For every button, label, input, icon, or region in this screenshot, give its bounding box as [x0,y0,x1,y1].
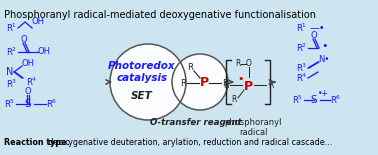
Text: R$^6$: R$^6$ [46,98,57,110]
Text: R$^4$: R$^4$ [296,72,307,84]
Text: deoxygenative deuteration, arylation, reduction and radical cascade...: deoxygenative deuteration, arylation, re… [46,138,332,147]
Text: P: P [243,80,253,93]
Text: R$^6$: R$^6$ [330,94,341,106]
Text: Reaction type:: Reaction type: [4,138,70,147]
Text: R$^2$: R$^2$ [296,42,307,54]
Text: OH: OH [22,60,35,69]
Text: R$^1$: R$^1$ [296,22,307,34]
Text: S: S [25,99,31,109]
Text: phosphoranyl
radical: phosphoranyl radical [224,118,282,137]
Text: S: S [311,95,317,105]
Text: R: R [235,60,241,69]
Text: N•: N• [318,55,329,64]
Text: Photoredox
catalysis: Photoredox catalysis [108,61,176,83]
Text: OH: OH [38,47,51,57]
Text: R$^3$: R$^3$ [6,78,17,90]
Text: R: R [180,78,186,88]
Text: O: O [311,31,317,40]
Text: R: R [268,80,273,89]
Text: R: R [187,64,193,73]
Text: R$^4$: R$^4$ [26,76,37,88]
Text: O: O [21,35,27,44]
Text: •+: •+ [318,89,329,98]
Text: O: O [25,86,31,95]
Text: •: • [238,74,244,84]
Circle shape [110,44,186,120]
Text: O: O [246,60,252,69]
Text: R: R [231,95,237,104]
Circle shape [172,54,228,110]
Text: R$^3$: R$^3$ [296,62,307,74]
Text: P: P [200,75,209,89]
Text: •: • [321,41,327,51]
Text: R$^5$: R$^5$ [292,94,303,106]
Text: Phosphoranyl radical-mediated deoxygenative functionalisation: Phosphoranyl radical-mediated deoxygenat… [4,10,316,20]
Text: R$^5$: R$^5$ [4,98,15,110]
Text: R$^1$: R$^1$ [6,22,17,34]
Text: R: R [222,78,228,88]
Text: SET: SET [131,91,153,101]
Text: R: R [223,80,229,89]
Text: N: N [6,67,13,77]
Text: —•: —• [310,23,325,33]
Text: O-transfer reagent: O-transfer reagent [150,118,242,127]
Text: OH: OH [32,18,45,27]
Text: R$^2$: R$^2$ [6,46,17,58]
